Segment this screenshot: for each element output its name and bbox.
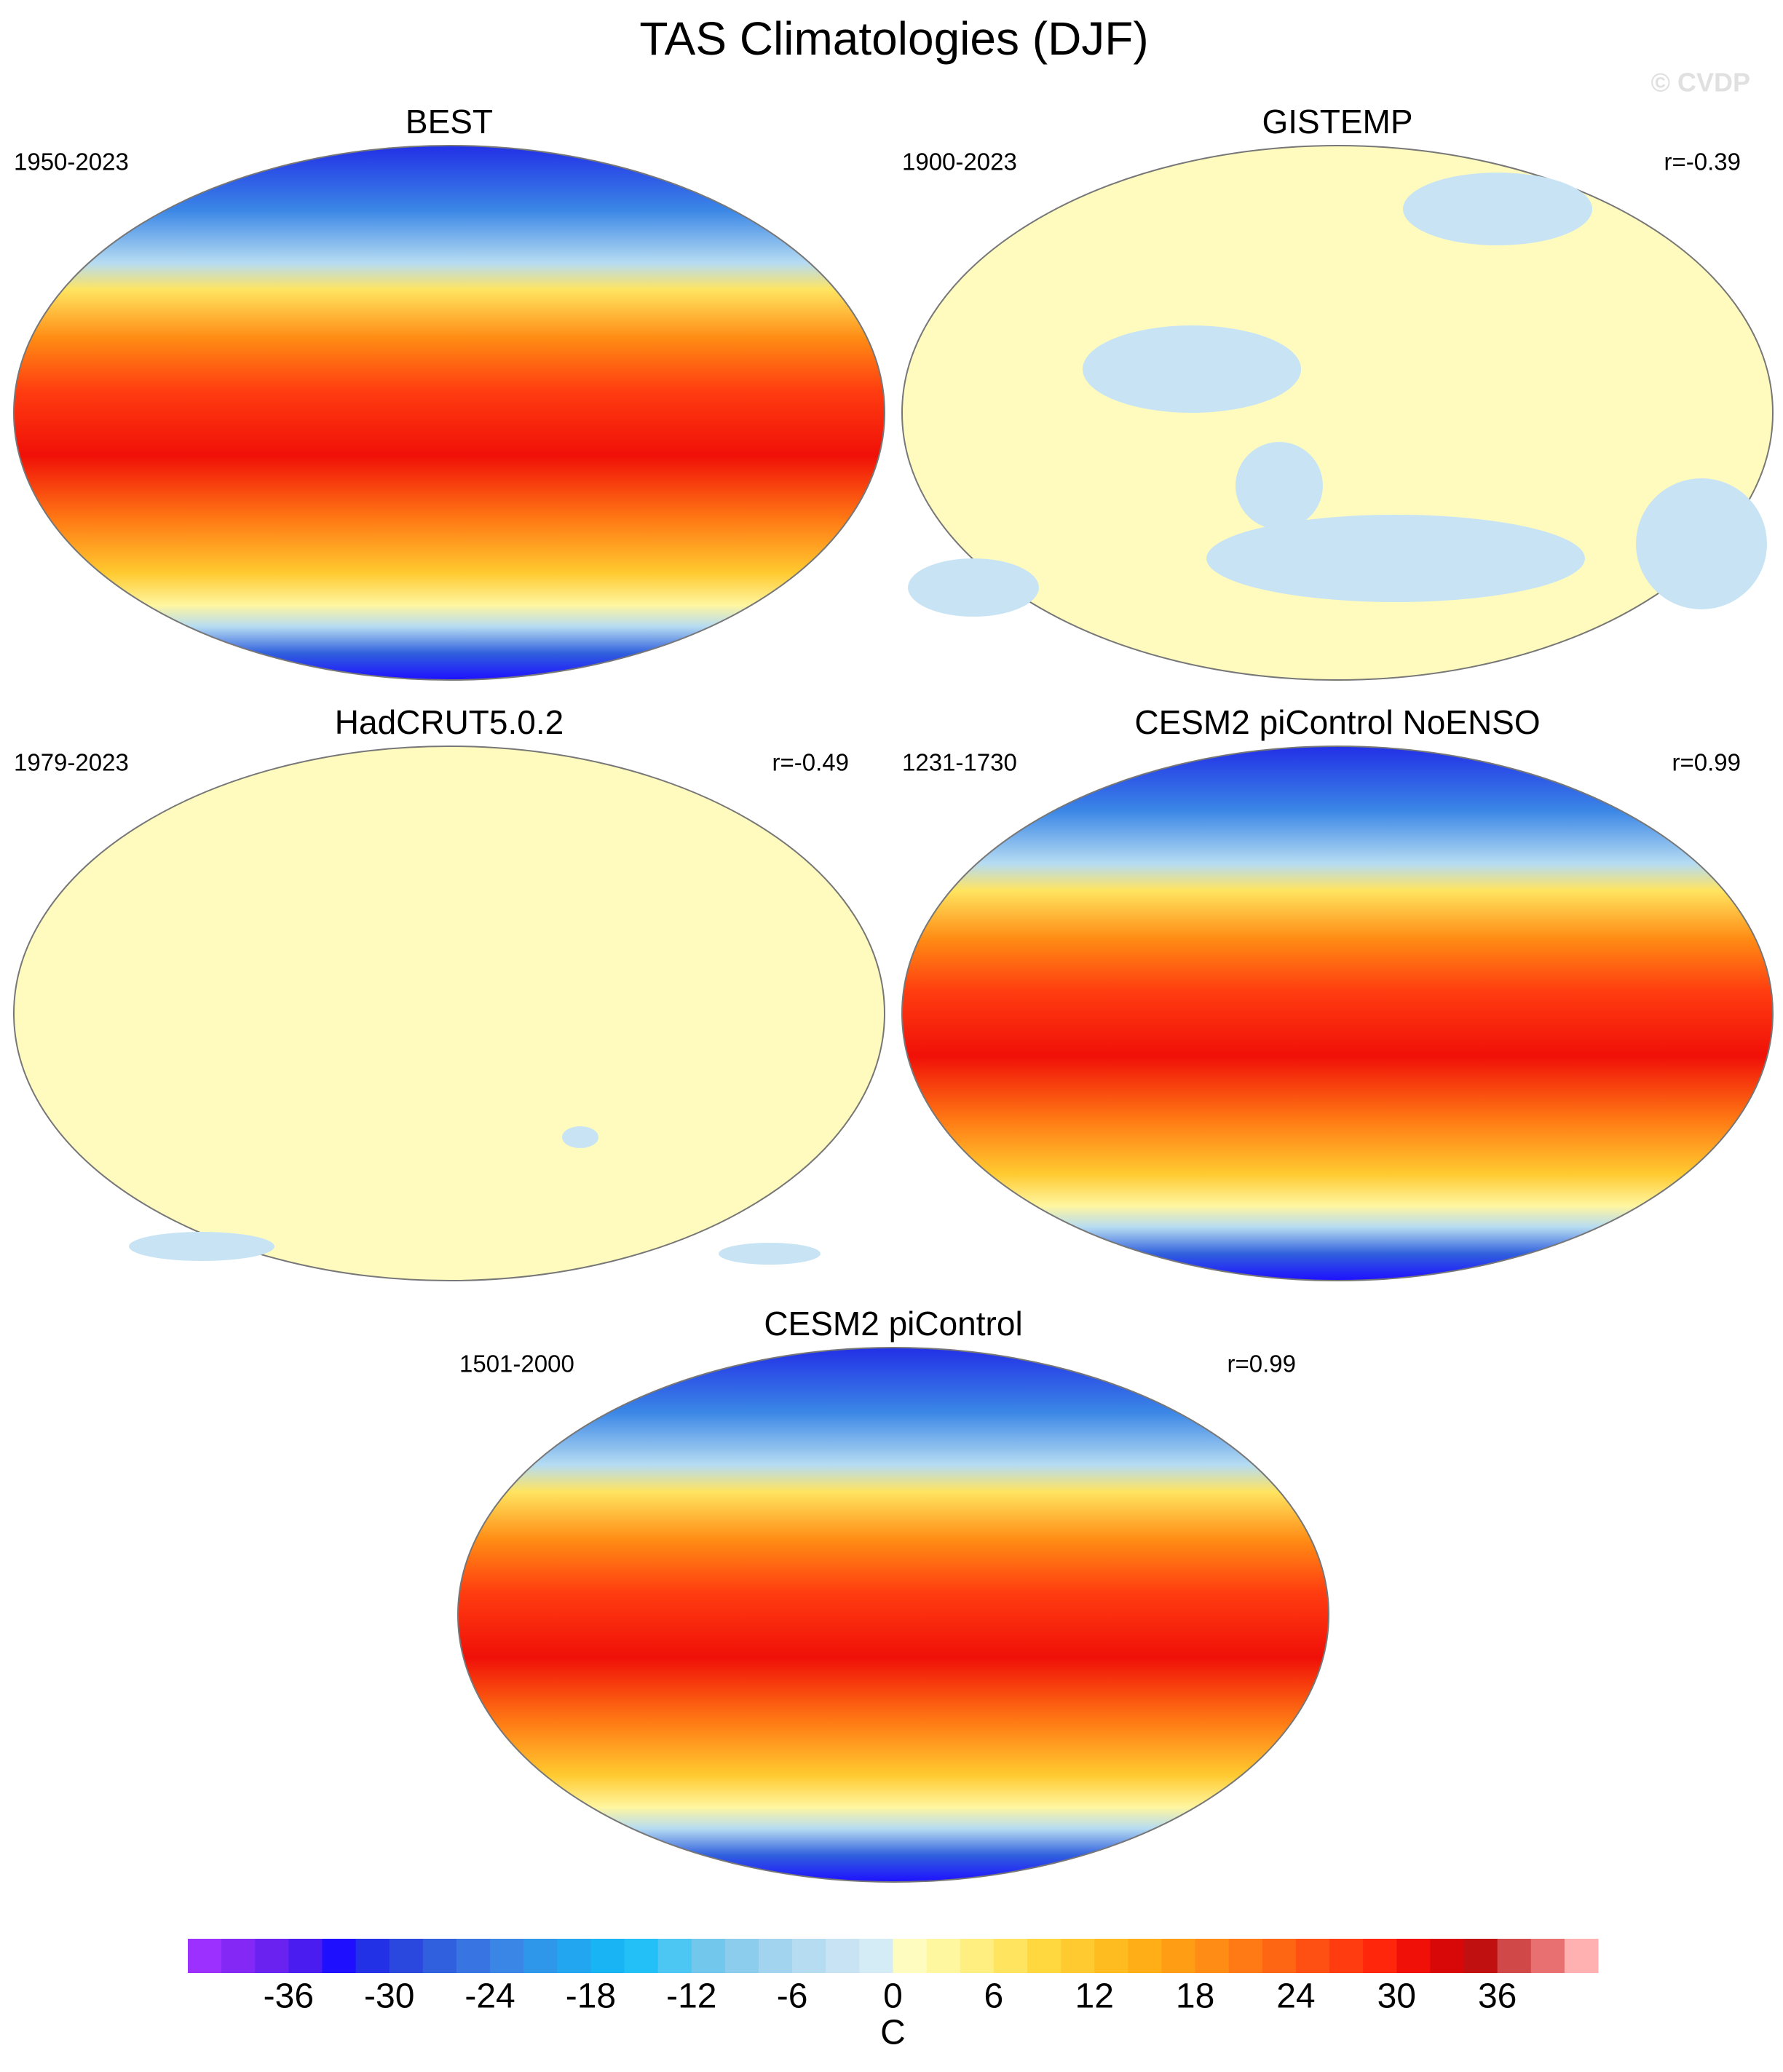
colorbar-box bbox=[1430, 1939, 1465, 1973]
colorbar-box bbox=[1228, 1939, 1263, 1973]
colorbar-label: C bbox=[880, 2014, 906, 2052]
map bbox=[13, 746, 885, 1281]
colorbar-box bbox=[288, 1939, 323, 1973]
correlation-label: r=-0.39 bbox=[1664, 149, 1741, 175]
cool-region bbox=[719, 1243, 821, 1265]
colorbar-box bbox=[792, 1939, 826, 1973]
colorbar-box bbox=[456, 1939, 491, 1973]
correlation-label: r=-0.49 bbox=[772, 749, 849, 776]
colorbar-box bbox=[826, 1939, 860, 1973]
colorbar-box bbox=[1161, 1939, 1196, 1973]
colorbar-tick-label: 36 bbox=[1478, 1977, 1517, 2016]
colorbar-box bbox=[759, 1939, 793, 1973]
colorbar-tick-label: -24 bbox=[464, 1977, 515, 2016]
cool-region bbox=[908, 558, 1039, 617]
map-panel: CESM2 piControl NoENSO 1231-1730 r=0.99 bbox=[901, 703, 1774, 1281]
panel-title: HadCRUT5.0.2 bbox=[335, 703, 564, 741]
colorbar-box bbox=[523, 1939, 558, 1973]
colorbar-box bbox=[926, 1939, 961, 1973]
cool-region bbox=[1236, 442, 1323, 529]
colorbar-box bbox=[993, 1939, 1028, 1973]
period-label: 1950-2023 bbox=[14, 149, 129, 175]
map-panel: GISTEMP 1900-2023 r=-0.39 bbox=[901, 103, 1774, 681]
colorbar-box bbox=[1027, 1939, 1062, 1973]
colorbar-box bbox=[1530, 1939, 1565, 1973]
cool-region bbox=[1636, 478, 1767, 609]
panel-title: GISTEMP bbox=[1262, 103, 1412, 141]
colorbar-box bbox=[221, 1939, 256, 1973]
colorbar-tick-label: 24 bbox=[1276, 1977, 1315, 2016]
colorbar-box bbox=[859, 1939, 893, 1973]
colorbar-box bbox=[1262, 1939, 1297, 1973]
panels: BEST 1950-2023 GISTEMP 1900-2023 r=-0.39 HadC… bbox=[13, 103, 1774, 1883]
period-label: 1501-2000 bbox=[459, 1351, 574, 1377]
cool-region bbox=[562, 1126, 598, 1148]
colorbar-tick-label: 30 bbox=[1377, 1977, 1416, 2016]
colorbar-box bbox=[1564, 1939, 1599, 1973]
period-label: 1979-2023 bbox=[14, 749, 129, 776]
colorbar-box bbox=[691, 1939, 726, 1973]
map-panel: HadCRUT5.0.2 1979-2023 r=-0.49 bbox=[13, 703, 885, 1281]
colorbar-box bbox=[422, 1939, 457, 1973]
colorbar-box bbox=[1295, 1939, 1330, 1973]
colorbar-box bbox=[389, 1939, 424, 1973]
colorbar-tick-label: 6 bbox=[984, 1977, 1004, 2016]
colorbar-tick-label: -30 bbox=[364, 1977, 414, 2016]
colorbar-box bbox=[255, 1939, 289, 1973]
colorbar-box bbox=[893, 1939, 928, 1973]
colorbar-box bbox=[1128, 1939, 1162, 1973]
colorbar-tick-label: 12 bbox=[1075, 1977, 1114, 2016]
colorbar-box bbox=[188, 1939, 222, 1973]
colorbar-tick-label: 0 bbox=[883, 1977, 903, 2016]
colorbar-box bbox=[557, 1939, 591, 1973]
colorbar-tick-label: -36 bbox=[264, 1977, 314, 2016]
map bbox=[457, 1347, 1329, 1883]
colorbar-box bbox=[322, 1939, 357, 1973]
cool-region bbox=[1206, 515, 1585, 602]
cool-region bbox=[1083, 325, 1301, 413]
cool-region bbox=[129, 1232, 274, 1261]
colorbar: -36 -30 -24 -18 -12 -6 0 6 12 18 24 30 36 C bbox=[188, 1939, 1599, 2052]
correlation-label: r=0.99 bbox=[1227, 1351, 1297, 1377]
colorbar-box bbox=[960, 1939, 995, 1973]
colorbar-box bbox=[355, 1939, 390, 1973]
colorbar-box bbox=[1463, 1939, 1498, 1973]
colorbar-box bbox=[1363, 1939, 1397, 1973]
map bbox=[901, 746, 1774, 1281]
panel-title: CESM2 piControl bbox=[764, 1305, 1022, 1343]
colorbar-box bbox=[1497, 1939, 1532, 1973]
period-label: 1231-1730 bbox=[902, 749, 1017, 776]
colorbar-box bbox=[1061, 1939, 1095, 1973]
colorbar-tick-label: -6 bbox=[777, 1977, 808, 2016]
map bbox=[13, 145, 885, 681]
colorbar-box bbox=[657, 1939, 692, 1973]
period-label: 1900-2023 bbox=[902, 149, 1017, 175]
colorbar-tick-label: 18 bbox=[1176, 1977, 1214, 2016]
colorbar-box bbox=[1396, 1939, 1431, 1973]
colorbar-tick-label: -18 bbox=[566, 1977, 616, 2016]
colorbar-box bbox=[1195, 1939, 1230, 1973]
map-panel: BEST 1950-2023 bbox=[13, 103, 885, 681]
correlation-label: r=0.99 bbox=[1672, 749, 1742, 776]
colorbar-box bbox=[624, 1939, 659, 1973]
colorbar-box bbox=[1094, 1939, 1128, 1973]
panel-title: CESM2 piControl NoENSO bbox=[1134, 703, 1540, 741]
map-panel: CESM2 piControl 1501-2000 r=0.99 bbox=[457, 1305, 1329, 1883]
colorbar-box bbox=[724, 1939, 759, 1973]
colorbar-box bbox=[590, 1939, 625, 1973]
panel-title: BEST bbox=[406, 103, 493, 141]
colorbar-tick-label: -12 bbox=[666, 1977, 716, 2016]
figure-title: TAS Climatologies (DJF) bbox=[639, 12, 1148, 65]
watermark: © CVDP bbox=[1650, 68, 1750, 98]
colorbar-box bbox=[490, 1939, 524, 1973]
colorbar-box bbox=[1329, 1939, 1364, 1973]
cool-region bbox=[1403, 173, 1592, 245]
